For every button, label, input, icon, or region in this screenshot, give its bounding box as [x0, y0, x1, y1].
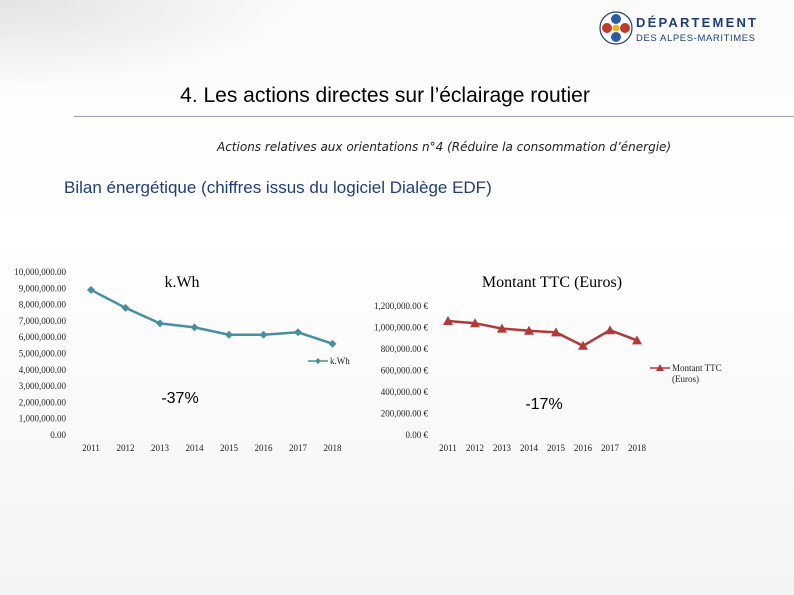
logo-text-line1: DÉPARTEMENT — [636, 15, 759, 30]
data-point — [294, 328, 302, 337]
percent-change-annotation: -37% — [161, 390, 198, 407]
background-shade — [0, 0, 300, 90]
data-point — [470, 318, 480, 328]
x-tick-label: 2011 — [439, 443, 457, 453]
y-tick-label: 400,000.00 € — [381, 387, 429, 397]
percent-change-annotation: -17% — [525, 396, 562, 413]
data-point — [87, 285, 95, 294]
logo-text-line2: DES ALPES-MARITIMES — [636, 33, 756, 44]
section-heading: Bilan énergétique (chiffres issus du log… — [64, 178, 492, 197]
x-tick-label: 2014 — [520, 443, 539, 453]
x-tick-label: 2011 — [82, 443, 100, 453]
legend-label: k.Wh — [330, 356, 350, 366]
x-tick-label: 2012 — [466, 443, 484, 453]
x-tick-label: 2013 — [151, 443, 170, 453]
x-tick-label: 2018 — [324, 443, 343, 453]
y-tick-label: 10,000,000.00 — [14, 267, 66, 277]
data-point — [632, 335, 642, 345]
y-tick-label: 1,000,000.00 — [19, 414, 67, 424]
x-tick-label: 2015 — [547, 443, 566, 453]
x-tick-label: 2012 — [117, 443, 135, 453]
x-tick-label: 2017 — [289, 443, 308, 453]
x-tick-label: 2015 — [220, 443, 239, 453]
legend-swatch-marker — [656, 364, 664, 371]
page-title: 4. Les actions directes sur l’éclairage … — [180, 84, 590, 107]
y-tick-label: 800,000.00 € — [381, 344, 429, 354]
data-point — [156, 319, 164, 328]
chart-title: k.Wh — [164, 274, 199, 291]
y-tick-label: 0.00 € — [406, 430, 429, 440]
legend-swatch-marker — [315, 358, 321, 364]
data-point — [524, 325, 534, 335]
y-tick-label: 0.00 — [50, 430, 66, 440]
y-tick-label: 3,000,000.00 — [19, 381, 67, 391]
data-point — [497, 323, 507, 333]
data-point — [190, 323, 199, 332]
page-subtitle: Actions relatives aux orientations n°4 (… — [217, 140, 672, 154]
title-divider — [74, 116, 794, 117]
y-tick-label: 4,000,000.00 — [19, 365, 67, 375]
data-point — [605, 325, 615, 335]
data-point — [443, 316, 453, 326]
y-tick-label: 200,000.00 € — [381, 409, 429, 419]
x-tick-label: 2016 — [574, 443, 593, 453]
legend-label: Montant TTC — [672, 363, 722, 373]
data-point — [121, 303, 130, 312]
data-point — [551, 327, 561, 337]
department-logo: DÉPARTEMENT DES ALPES-MARITIMES — [598, 8, 768, 48]
x-tick-label: 2017 — [601, 443, 620, 453]
y-tick-label: 9,000,000.00 — [19, 283, 67, 293]
y-tick-label: 6,000,000.00 — [19, 332, 67, 342]
logo-emblem-icon — [599, 11, 633, 45]
y-tick-label: 2,000,000.00 — [19, 397, 67, 407]
y-tick-label: 1,000,000.00 € — [374, 323, 429, 333]
y-tick-label: 5,000,000.00 — [19, 349, 67, 359]
y-tick-label: 1,200,000.00 € — [374, 301, 429, 311]
x-tick-label: 2016 — [255, 443, 274, 453]
data-point — [259, 330, 268, 339]
data-point — [225, 330, 233, 339]
data-point — [328, 339, 337, 348]
x-tick-label: 2018 — [628, 443, 647, 453]
legend-label: (Euros) — [672, 374, 699, 384]
y-tick-label: 7,000,000.00 — [19, 316, 67, 326]
y-tick-label: 8,000,000.00 — [19, 300, 67, 310]
y-tick-label: 600,000.00 € — [381, 366, 429, 376]
x-tick-label: 2014 — [186, 443, 205, 453]
x-tick-label: 2013 — [493, 443, 512, 453]
chart-title: Montant TTC (Euros) — [482, 274, 622, 291]
series-line — [447, 319, 638, 348]
data-point — [578, 340, 588, 350]
series-line — [90, 288, 333, 345]
